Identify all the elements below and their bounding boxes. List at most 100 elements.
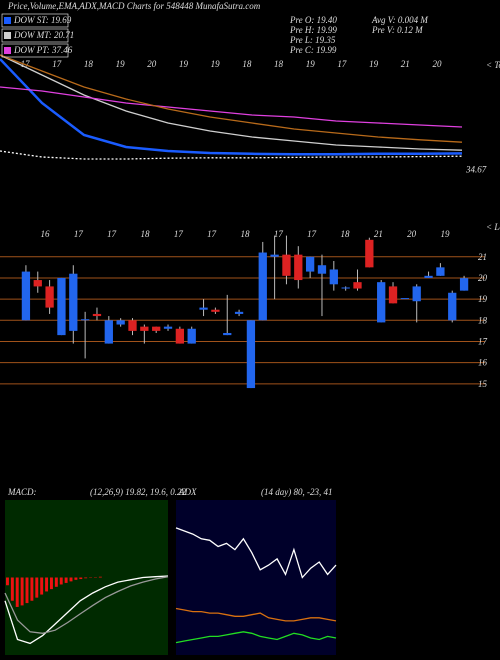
candle-body [152,326,161,331]
stat: Pre C: 19.99 [289,45,337,55]
candle-body [365,239,374,268]
candle-body [341,287,350,289]
candle-body [448,292,457,321]
histogram-bar [45,577,49,592]
candle-body [459,278,469,291]
date-label: 18 [141,229,151,239]
candle-body [270,254,279,257]
y-tick-label: 19 [478,294,488,304]
candle-body [33,280,42,287]
candle-body [353,282,362,289]
date-label: 19 [306,59,316,69]
histogram-bar [5,577,9,586]
candle-body [305,256,315,272]
date-label: 19 [441,229,451,239]
candle-body [388,286,398,304]
date-label: 20 [147,59,157,69]
histogram-bar [79,577,83,580]
candle-body [282,254,291,276]
date-label: 17 [107,229,117,239]
candle-body [140,326,149,331]
date-label: 17 [74,229,84,239]
candle-body [80,319,90,321]
date-label: 20 [407,229,417,239]
date-label: 19 [116,59,126,69]
candle-body [104,320,113,344]
date-label: 21 [401,59,410,69]
date-label: 17 [337,59,347,69]
histogram-bar [30,577,34,601]
series-line [0,58,463,156]
panel-subtitle: (14 day) 80, -23, 41 [261,487,333,497]
histogram-bar [74,577,78,580]
candle-body [412,286,421,302]
date-label: 17 [274,229,284,239]
series-line [175,527,337,579]
series-line [0,54,463,151]
y-tick-label: 21 [478,252,487,262]
series-line [0,150,463,160]
series-line [4,575,169,645]
histogram-bar [84,577,88,579]
panel-subtitle: (12,26,9) 19.82, 19.6, 0.22 [90,487,186,497]
date-label: 21 [374,229,383,239]
date-label: 19 [211,59,221,69]
candle-body [199,307,208,310]
stat: Pre O: 19.40 [289,15,337,25]
legend-label: DOW MT: 20.71 [13,30,74,40]
histogram-bar [40,577,44,595]
y-tick-label: 34.67 [465,164,487,174]
y-tick-label: 17 [478,337,488,347]
stat: Pre L: 19.35 [289,35,336,45]
date-label: 18 [341,229,351,239]
note: < Lowes [486,222,500,232]
stat: Avg V: 0.004 M [371,15,428,25]
candle-body [57,277,66,336]
candle-body [436,267,445,276]
histogram-bar [25,577,29,604]
candle-body [128,320,137,331]
date-label: 18 [274,59,284,69]
date-label: 17 [307,229,317,239]
y-tick-label: 20 [478,273,488,283]
candle-body [116,320,125,325]
legend-label: DOW PT: 37.46 [13,45,73,55]
histogram-bar [98,576,102,578]
y-tick-label: 18 [478,315,488,325]
y-tick-label: 16 [478,358,488,368]
candle-body [211,309,220,312]
date-label: 16 [41,229,51,239]
panel-bg [176,500,336,655]
candle-body [234,311,244,314]
panel-title: ADX [178,487,197,497]
series-line [0,54,463,143]
histogram-bar [54,577,58,587]
legend-swatch [4,17,11,24]
candle-body [223,333,232,336]
y-tick-label: 15 [478,379,488,389]
date-label: 17 [174,229,184,239]
date-label: 19 [179,59,189,69]
candle-body [400,298,410,300]
series-line [175,607,337,622]
stat: Pre H: 19.99 [289,25,337,35]
series-line [4,576,169,634]
candle-body [21,271,31,321]
legend-box [1,13,69,28]
date-label: 18 [242,59,252,69]
candle-body [424,275,433,278]
panel-title: MACD: [7,487,37,497]
date-label: 20 [433,59,443,69]
legend-swatch [4,32,11,39]
candle-body [175,328,185,344]
histogram-bar [20,577,24,606]
date-label: 18 [84,59,94,69]
note: < Topa [486,60,500,70]
stat: Pre V: 0.12 M [371,25,423,35]
candle-body [69,273,78,331]
date-label: 18 [241,229,251,239]
series-line [175,631,337,644]
page-title: Price,Volume,EMA,ADX,MACD Charts for 548… [7,1,261,11]
